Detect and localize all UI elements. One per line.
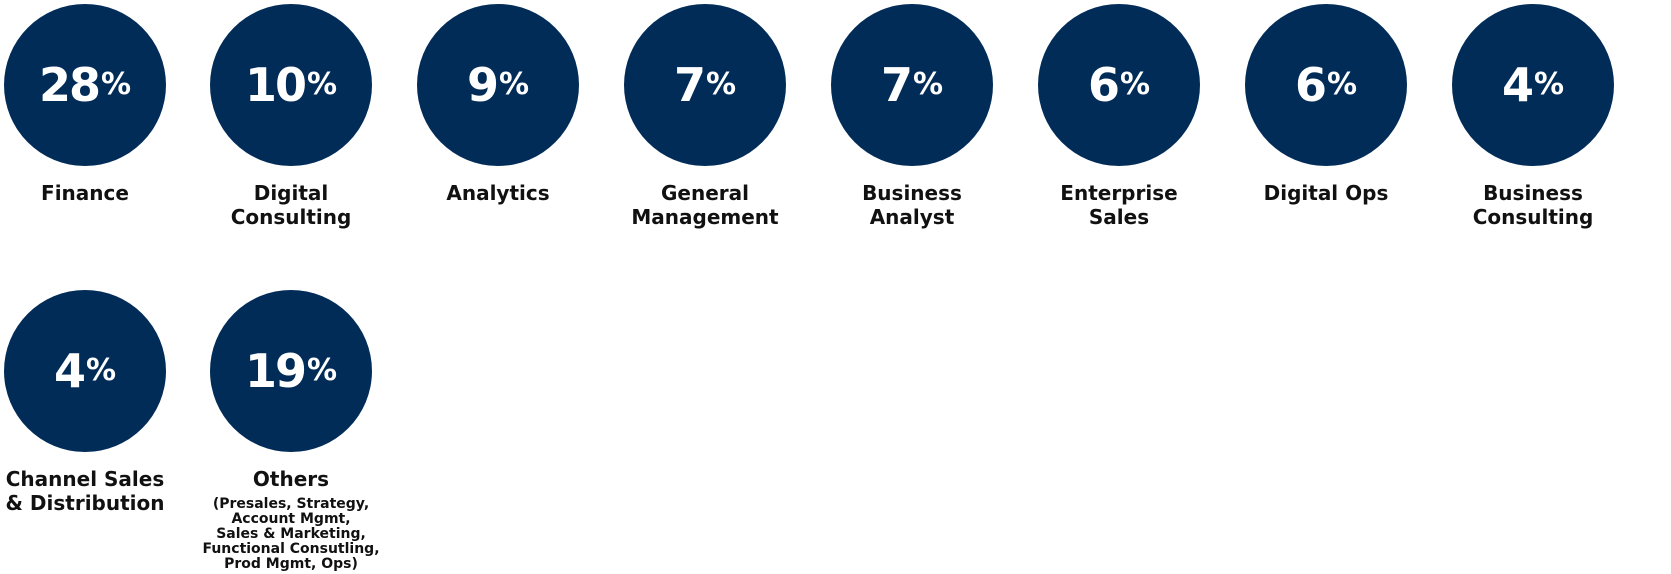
percent-circle: 4% [1452,4,1614,166]
stat-label: Digital Consulting [230,181,352,229]
percent-circle: 7% [624,4,786,166]
percent-sign: % [1119,67,1151,102]
stat-label: Enterprise Sales [1060,181,1178,229]
stat-finance: 28% Finance [0,4,175,205]
stat-analytics: 9% Analytics [408,4,588,205]
percent-circle: 4% [4,290,166,452]
percent-value: 4 [1501,58,1534,112]
percent-value: 10 [244,58,307,112]
percent-value: 6 [1294,58,1327,112]
percent-sign: % [498,67,530,102]
stat-label: Business Analyst [862,181,962,229]
stat-label: Business Consulting [1472,181,1594,229]
stat-enterprise-sales: 6% Enterprise Sales [1029,4,1209,229]
stat-label: Finance [41,181,129,205]
percent-value: 28 [38,58,101,112]
percent-value: 9 [466,58,499,112]
percent-circle: 28% [4,4,166,166]
stat-general-management: 7% General Management [615,4,795,229]
stat-label: Others [252,467,330,491]
percent-sign: % [1533,67,1565,102]
stat-label: Analytics [446,181,550,205]
stat-label: General Management [631,181,779,229]
stat-sublabel: (Presales, Strategy, Account Mgmt, Sales… [202,496,380,572]
stat-channel-sales: 4% Channel Sales & Distribution [0,290,175,515]
stat-business-analyst: 7% Business Analyst [822,4,1002,229]
stat-business-consulting: 4% Business Consulting [1443,4,1623,229]
percent-circle: 19% [210,290,372,452]
percent-sign: % [705,67,737,102]
stat-label: Digital Ops [1263,181,1389,205]
percent-circle: 6% [1038,4,1200,166]
percent-sign: % [306,353,338,388]
percent-sign: % [1326,67,1358,102]
percent-circle: 9% [417,4,579,166]
percent-value: 7 [880,58,913,112]
percent-circle: 6% [1245,4,1407,166]
percent-value: 6 [1087,58,1120,112]
percent-sign: % [85,353,117,388]
percent-value: 4 [53,344,86,398]
stat-others: 19% Others (Presales, Strategy, Account … [201,290,381,572]
percent-sign: % [912,67,944,102]
percent-sign: % [100,67,132,102]
percent-value: 7 [673,58,706,112]
stat-label: Channel Sales & Distribution [5,467,165,515]
stat-digital-ops: 6% Digital Ops [1236,4,1416,205]
percent-value: 19 [244,344,307,398]
percent-circle: 7% [831,4,993,166]
stat-digital-consulting: 10% Digital Consulting [201,4,381,229]
percent-sign: % [306,67,338,102]
percent-circle: 10% [210,4,372,166]
